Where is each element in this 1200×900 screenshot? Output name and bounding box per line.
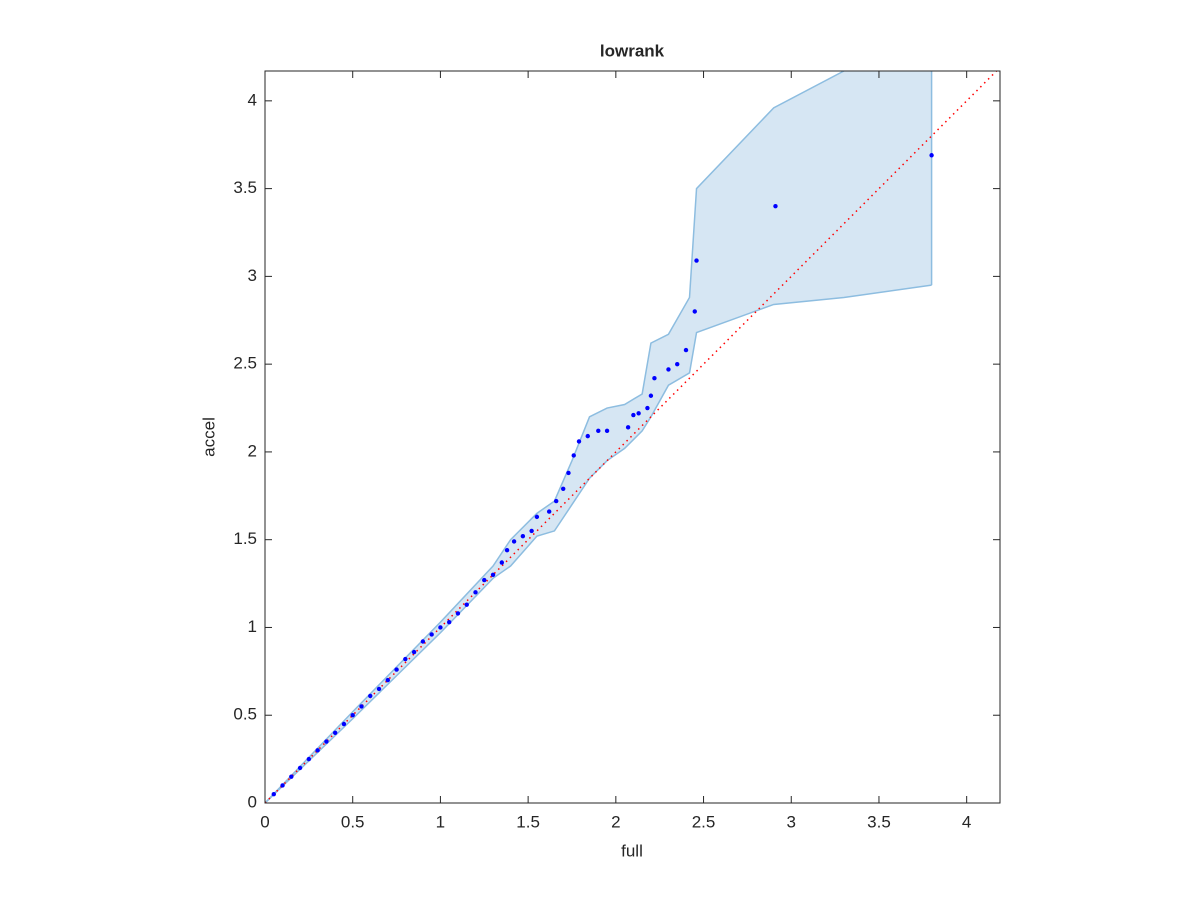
point: [596, 428, 601, 434]
y-tick-label: 3.5: [233, 178, 257, 197]
point: [359, 704, 364, 709]
point: [350, 713, 355, 718]
plot-area: [265, 71, 998, 803]
chart-title: lowrank: [600, 41, 665, 60]
point: [499, 560, 505, 565]
point: [306, 756, 312, 762]
band-upper-edge: [265, 71, 846, 803]
point: [773, 203, 778, 209]
point: [683, 347, 689, 353]
point: [566, 470, 571, 476]
point: [289, 774, 294, 779]
point: [403, 656, 408, 662]
x-tick-label: 0.5: [341, 812, 365, 831]
point: [576, 439, 582, 444]
point: [648, 393, 654, 398]
point: [376, 686, 382, 692]
point: [694, 258, 699, 263]
axes-box: [264, 70, 1001, 804]
point: [553, 498, 559, 504]
point: [631, 412, 636, 418]
point: [585, 433, 590, 439]
point: [604, 428, 610, 434]
point: [429, 632, 434, 637]
point: [636, 411, 641, 416]
point: [385, 677, 390, 683]
y-axis-label: accel: [199, 417, 218, 457]
point: [482, 577, 487, 583]
point: [411, 649, 417, 655]
point: [455, 611, 461, 616]
point: [534, 514, 540, 520]
point: [324, 739, 329, 744]
point: [490, 572, 496, 577]
y-tick-label: 0: [248, 792, 257, 811]
point: [332, 730, 338, 735]
point: [666, 367, 671, 372]
x-tick-label: 1.5: [516, 812, 540, 831]
point: [446, 619, 452, 625]
point: [511, 539, 517, 544]
y-tick-label: 2: [248, 441, 257, 460]
x-axis-label: full: [621, 841, 643, 860]
y-tick-label: 1.5: [233, 529, 257, 548]
confidence-band: [265, 71, 932, 803]
point: [394, 667, 399, 672]
x-tick-label: 2: [611, 812, 620, 831]
point: [675, 361, 680, 367]
point: [929, 153, 934, 158]
y-tick-label: 3: [248, 266, 257, 285]
point: [625, 425, 631, 430]
point: [464, 602, 469, 607]
point: [645, 405, 650, 411]
y-tick-label: 0.5: [233, 705, 257, 724]
x-tick-label: 2.5: [692, 812, 716, 831]
point: [504, 548, 510, 553]
x-tick-label: 1: [436, 812, 445, 831]
x-tick-label: 0: [260, 812, 269, 831]
point: [315, 748, 320, 753]
point: [473, 590, 478, 595]
point: [420, 639, 426, 644]
band-lower-edge: [265, 284, 932, 803]
point: [546, 509, 552, 514]
y-tick-label: 1: [248, 617, 257, 636]
point: [692, 309, 697, 314]
point: [571, 453, 576, 458]
point: [652, 375, 657, 381]
point: [520, 533, 526, 539]
point: [280, 783, 285, 788]
point: [368, 693, 373, 699]
point: [297, 765, 303, 771]
x-tick-label: 3: [787, 812, 796, 831]
point: [529, 528, 534, 534]
y-tick-label: 2.5: [233, 354, 257, 373]
x-tick-label: 3.5: [867, 812, 891, 831]
point: [271, 792, 276, 797]
x-tick-label: 4: [962, 812, 971, 831]
point: [561, 486, 566, 491]
y-tick-label: 4: [248, 90, 257, 109]
point: [438, 625, 443, 630]
point: [341, 721, 347, 727]
